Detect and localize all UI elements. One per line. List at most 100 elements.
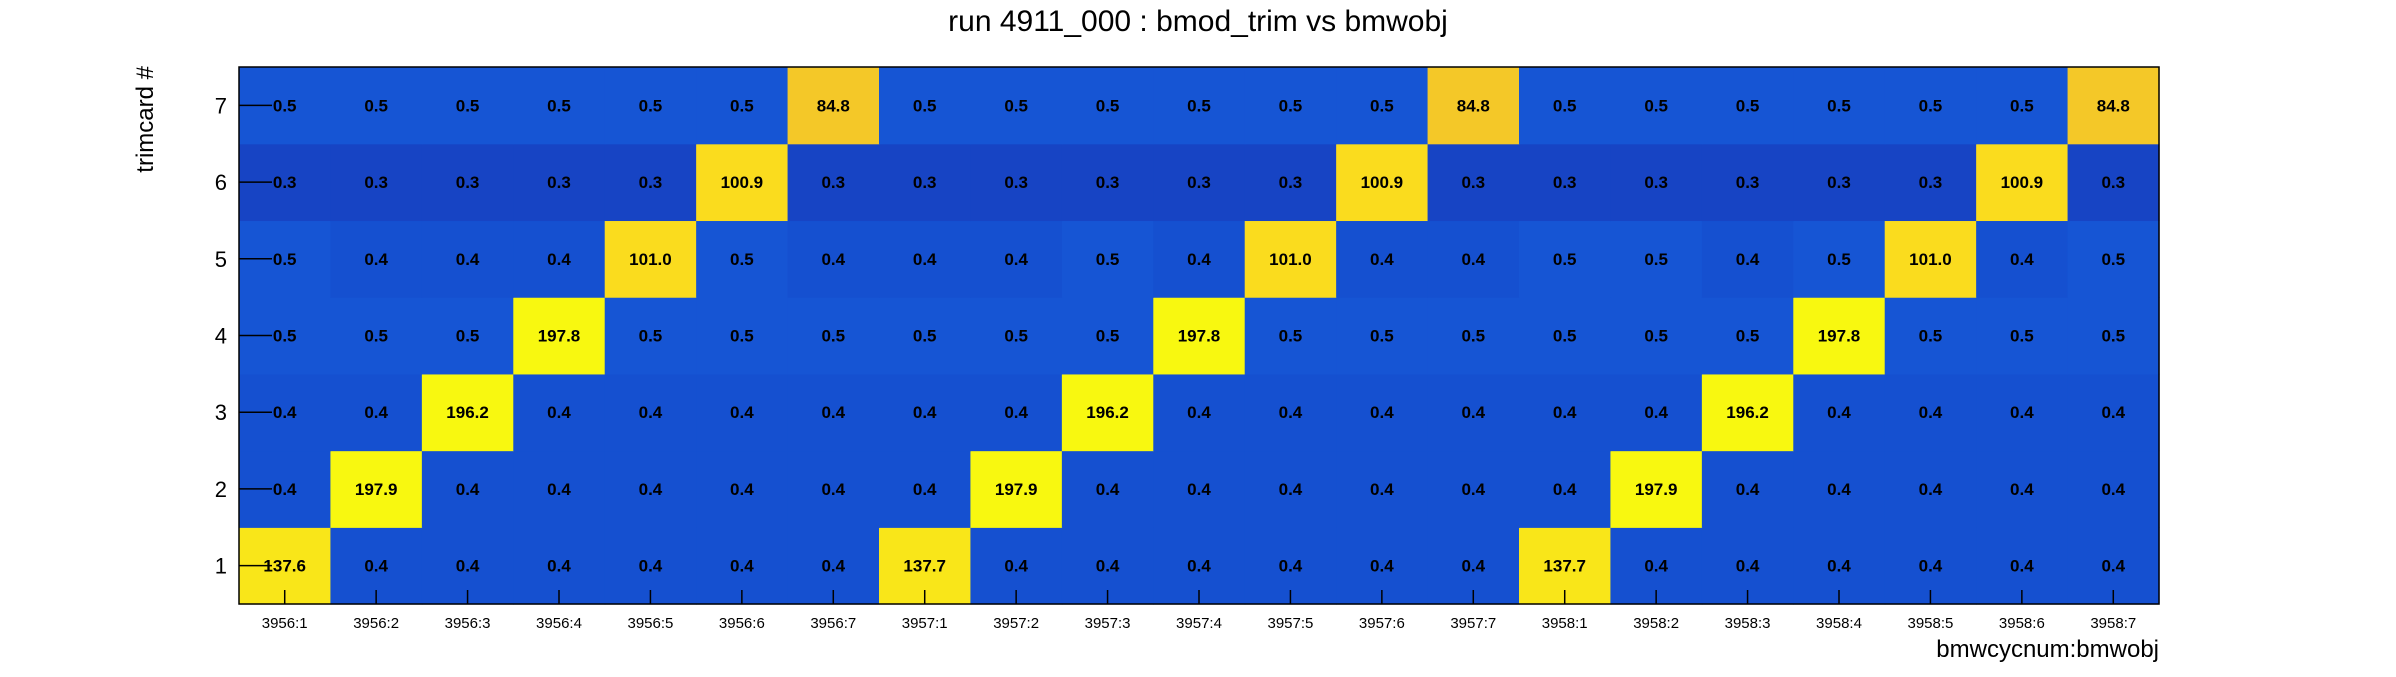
heatmap-cell [1427, 220, 1520, 298]
cell-value-label: 0.5 [273, 327, 297, 346]
heatmap-cell [970, 450, 1063, 528]
heatmap-cell [1976, 67, 2069, 145]
heatmap-cell [2067, 143, 2160, 222]
cell-value-label: 0.4 [1370, 250, 1394, 269]
cell-value-label: 0.3 [1187, 173, 1211, 192]
heatmap-cell [1610, 450, 1703, 528]
x-tick-label: 3956:6 [719, 615, 765, 632]
heatmap-cell [1061, 297, 1154, 375]
heatmap-cell [1793, 143, 1886, 222]
x-tick-label: 3957:4 [1176, 615, 1222, 632]
heatmap-cell [1153, 67, 1246, 145]
cell-value-label: 197.8 [538, 327, 581, 346]
cell-value-label: 0.5 [639, 327, 663, 346]
heatmap-cell [1153, 297, 1246, 375]
heatmap-cell [1793, 67, 1886, 145]
cell-value-label: 0.4 [1827, 557, 1851, 576]
cell-value-label: 0.5 [913, 327, 937, 346]
cell-value-label: 0.4 [547, 557, 571, 576]
heatmap-cell [970, 373, 1063, 452]
cell-labels: 137.6 0.4 0.4 0.4 0.4 0.4 0.4 137.7 0.4 0.4 0.4 0.4… [263, 96, 2129, 575]
cell-value-label: 0.4 [913, 403, 937, 422]
heatmap-cell [421, 450, 514, 528]
cell-value-label: 0.4 [2010, 250, 2034, 269]
cell-value-label: 0.4 [2010, 403, 2034, 422]
x-axis-title: bmwcycnum:bmwobj [1936, 636, 2159, 663]
heatmap-cell [1061, 373, 1154, 452]
heatmap-cell [1610, 67, 1703, 145]
heatmap-cell [1976, 220, 2069, 298]
heatmap-cell [787, 67, 880, 145]
cell-value-label: 0.3 [456, 173, 480, 192]
cell-value-label: 0.4 [1096, 480, 1120, 499]
x-tick-label: 3957:7 [1450, 615, 1496, 632]
cell-value-label: 0.4 [2101, 557, 2125, 576]
heatmap-cell [421, 143, 514, 222]
heatmap-cell [879, 143, 972, 222]
heatmap-cell [1244, 373, 1337, 452]
heatmap-cell [696, 67, 789, 145]
cell-value-label: 0.5 [1096, 96, 1120, 115]
cell-value-label: 0.4 [821, 403, 845, 422]
heatmap-cell [1701, 67, 1794, 145]
cell-value-label: 0.4 [821, 557, 845, 576]
cell-value-label: 196.2 [1086, 403, 1129, 422]
cell-value-label: 0.3 [1827, 173, 1851, 192]
cell-value-label: 196.2 [446, 403, 489, 422]
x-tick-label: 3958:7 [2090, 615, 2136, 632]
heatmap-cell [1610, 297, 1703, 375]
cell-value-label: 0.4 [2010, 557, 2034, 576]
heatmap-cell [1244, 67, 1337, 145]
cell-value-label: 0.4 [1096, 557, 1120, 576]
cell-value-label: 0.4 [1370, 557, 1394, 576]
heatmap-cell [879, 67, 972, 145]
heatmap-cell [1610, 143, 1703, 222]
heatmap-cell [1976, 143, 2069, 222]
cell-value-label: 0.5 [1279, 96, 1303, 115]
cell-value-label: 0.4 [1370, 403, 1394, 422]
cell-value-label: 0.3 [913, 173, 937, 192]
cell-value-label: 0.5 [821, 327, 845, 346]
cell-value-label: 0.5 [1096, 250, 1120, 269]
cell-value-label: 0.5 [1919, 327, 1943, 346]
cell-value-label: 100.9 [721, 173, 764, 192]
heatmap-cell [1976, 373, 2069, 452]
heatmap-cell [604, 450, 697, 528]
heatmap-cell [1244, 220, 1337, 298]
x-tick-label: 3956:7 [810, 615, 856, 632]
heatmap-cell [330, 373, 423, 452]
cell-value-label: 196.2 [1726, 403, 1769, 422]
cell-value-label: 0.4 [1461, 250, 1485, 269]
heatmap-cell [1336, 450, 1429, 528]
cell-value-label: 100.9 [1361, 173, 1404, 192]
heatmap-cell [696, 450, 789, 528]
cell-value-label: 0.5 [1827, 250, 1851, 269]
cell-value-label: 0.5 [1644, 327, 1668, 346]
heatmap-cell [421, 297, 514, 375]
y-tick-label: 7 [215, 93, 227, 118]
cell-value-label: 0.4 [1736, 557, 1760, 576]
heatmap-cell [787, 297, 880, 375]
cell-value-label: 0.4 [821, 480, 845, 499]
heatmap-cell [1061, 67, 1154, 145]
heatmap-cell [787, 220, 880, 298]
cell-value-label: 0.4 [730, 403, 754, 422]
x-tick-label: 3958:1 [1542, 615, 1588, 632]
cell-value-label: 0.5 [2101, 327, 2125, 346]
cell-value-label: 0.5 [364, 96, 388, 115]
cell-value-label: 0.4 [456, 557, 480, 576]
cell-value-label: 0.5 [456, 327, 480, 346]
x-tick-label: 3957:5 [1267, 615, 1313, 632]
heatmap-cell [1427, 143, 1520, 222]
heatmap-cell [970, 143, 1063, 222]
heatmap-cell [513, 143, 606, 222]
cell-value-label: 0.4 [1004, 557, 1028, 576]
cell-value-label: 0.5 [1644, 96, 1668, 115]
cell-value-label: 0.4 [1644, 403, 1668, 422]
cell-value-label: 0.4 [821, 250, 845, 269]
heatmap-cell [879, 450, 972, 528]
cell-value-label: 137.7 [1543, 557, 1586, 576]
heatmap-cell [1519, 143, 1612, 222]
heatmap-cell [1884, 450, 1977, 528]
